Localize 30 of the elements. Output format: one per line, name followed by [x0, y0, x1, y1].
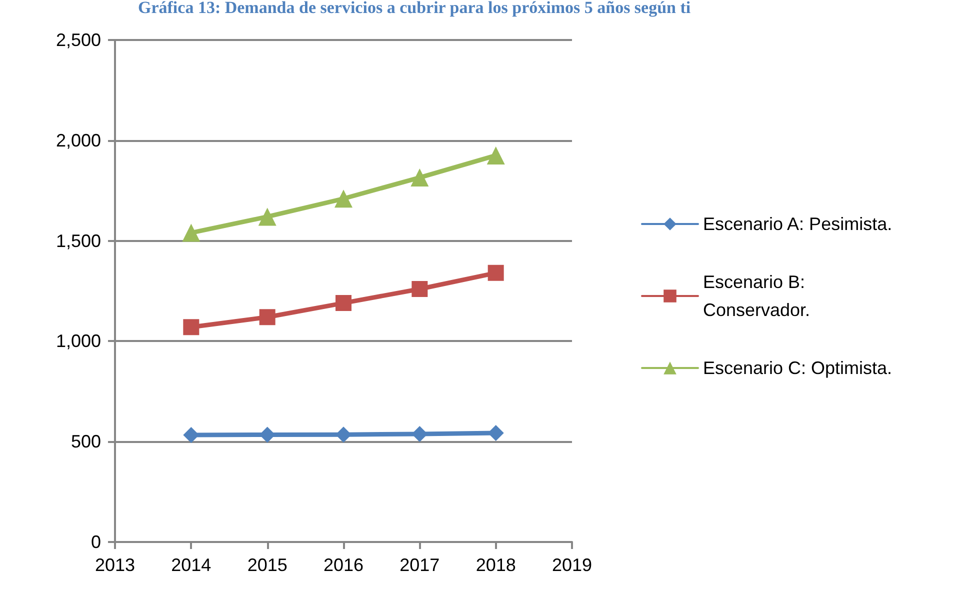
y-tick-label: 2,500 [56, 30, 101, 50]
y-tick-label: 1,500 [56, 230, 101, 251]
point [183, 319, 200, 336]
legend-label: Escenario A: Pesimista. [703, 214, 892, 234]
point [488, 424, 504, 441]
point [410, 168, 429, 187]
point [259, 309, 276, 326]
y-tick-label: 2,000 [56, 130, 101, 150]
y-tick-label: 1,000 [56, 331, 101, 352]
point [336, 426, 352, 443]
x-tick-label: 2018 [476, 555, 516, 575]
y-tick-label: 0 [90, 532, 101, 552]
x-tick-label: 2014 [171, 555, 212, 575]
point [336, 295, 352, 312]
point [182, 224, 200, 242]
point [334, 190, 352, 208]
y-tick-label: 500 [70, 432, 101, 452]
x-tick-label: 2013 [94, 555, 136, 575]
point [412, 280, 428, 297]
point [486, 146, 505, 164]
x-tick-label: 2015 [247, 555, 288, 575]
legend-label: Escenario C: Optimista. [703, 358, 892, 378]
x-tick-label: 2019 [552, 555, 592, 575]
point [412, 426, 428, 442]
legend-label: Escenario B: Conservador. [703, 272, 810, 320]
point [258, 208, 276, 226]
chart-title: Gráfica 13: Demanda de servicios a cubrir para los próximos 5 años según ti [138, 0, 691, 17]
point [488, 264, 504, 281]
x-tick-label: 2017 [400, 555, 440, 575]
x-tick-label: 2016 [323, 555, 364, 575]
